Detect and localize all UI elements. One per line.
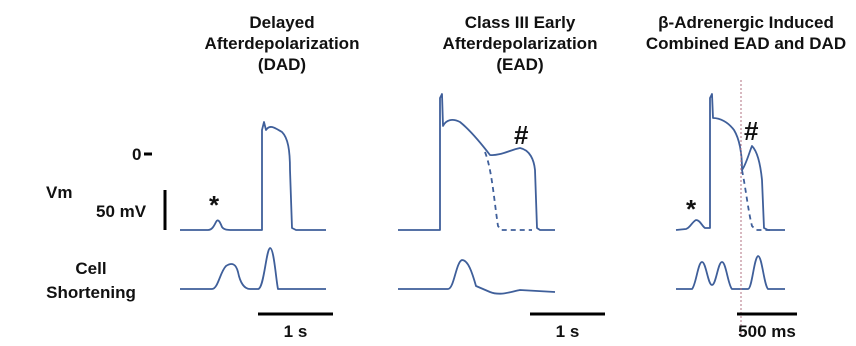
panel-dad-title: Delayed Afterdepolarization (DAD) — [182, 12, 382, 75]
panel-ead — [398, 93, 605, 316]
panel-combined — [675, 80, 797, 335]
ead-vm-trace — [398, 93, 555, 231]
combined-hash-marker: # — [744, 116, 759, 146]
panel-ead-title-line-3: (EAD) — [496, 55, 544, 74]
panel-combined-title: β-Adrenergic Induced Combined EAD and DA… — [636, 12, 856, 54]
panel-ead-title-line-2: Afterdepolarization — [442, 34, 598, 53]
panel-dad-title-line-3: (DAD) — [257, 55, 307, 74]
vm-label: Vm — [46, 183, 73, 202]
dad-scale-bar-label: 1 s — [283, 322, 308, 341]
panel-dad-title-line-2: Afterdepolarization — [204, 34, 360, 53]
cell-shortening-label-line-2: Shortening — [46, 283, 136, 302]
ead-shortening-trace — [398, 259, 556, 295]
ead-scale-bar-label: 1 s — [555, 322, 580, 341]
ead-repolarized-trace — [484, 151, 532, 231]
dad-vm-trace — [180, 121, 326, 231]
panel-combined-title-line-2: Combined EAD and DAD — [645, 34, 847, 53]
combined-scale-bar-label: 500 ms — [738, 322, 796, 341]
dad-asterisk-marker: * — [209, 190, 220, 220]
combined-vm-trace — [675, 93, 785, 231]
combined-repolarized-trace — [741, 169, 770, 231]
voltage-scale-label: 50 mV — [96, 202, 147, 221]
combined-shortening-trace — [676, 255, 785, 290]
panel-dad-title-line-1: Delayed — [249, 13, 315, 32]
panel-combined-title-line-1: β-Adrenergic Induced — [658, 13, 834, 32]
combined-asterisk-marker: * — [686, 194, 697, 224]
ead-hash-marker: # — [514, 120, 529, 150]
zero-label: 0 — [132, 145, 142, 164]
panel-ead-title-line-1: Class III Early — [464, 13, 576, 32]
dad-shortening-trace — [180, 247, 326, 290]
panel-dad — [144, 121, 333, 316]
panel-ead-title: Class III Early Afterdepolarization (EAD… — [415, 12, 625, 75]
cell-shortening-label-line-1: Cell — [75, 259, 107, 278]
